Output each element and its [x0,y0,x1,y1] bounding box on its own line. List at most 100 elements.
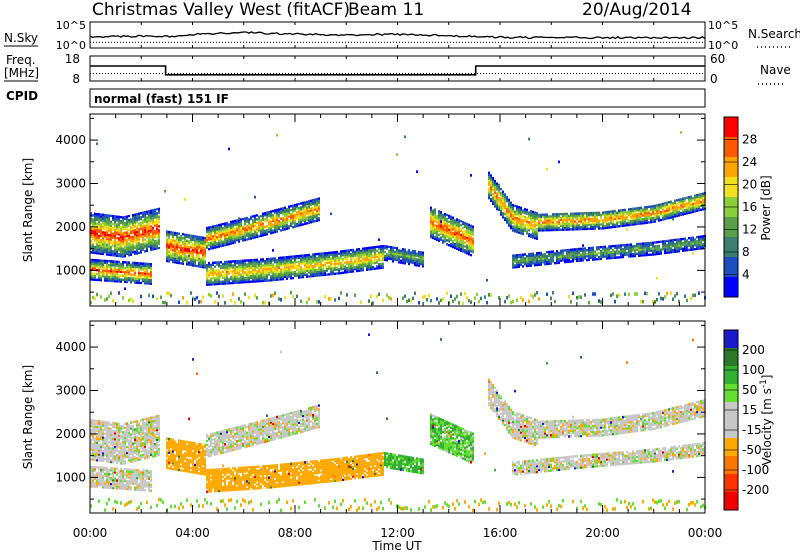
power-cell [646,247,648,251]
power-cell [468,235,470,238]
power-cell [638,208,640,212]
power-cell [230,230,232,233]
power-cell [408,249,410,252]
power-cell [348,249,350,252]
power-cell [146,230,148,233]
power-cell [98,234,100,237]
power-cell [98,215,100,218]
power-cell [102,239,104,242]
power-cell [352,268,354,271]
power-cell [150,235,152,238]
power-cell [110,264,112,267]
power-cell [506,221,508,224]
power-cell [320,256,322,259]
power-cell [376,294,378,299]
power-cell [282,207,284,210]
power-cell [202,242,204,245]
power-cell [456,243,458,247]
power-cell [168,240,170,243]
power-cell [250,231,252,234]
power-cell [158,225,160,228]
power-cell [338,270,340,273]
power-cell [494,201,496,204]
power-cell [512,262,514,265]
power-cell [116,244,118,248]
power-cell [498,196,500,200]
power-cell [276,262,278,266]
power-cell [364,253,366,256]
power-cell [118,245,120,248]
power-cell [206,264,208,267]
power-cell [290,220,292,223]
power-cell [468,223,470,227]
power-cell [672,217,674,221]
power-cell [554,252,556,255]
power-cell [242,271,244,274]
power-cell [680,205,682,209]
power-cell [132,235,134,238]
power-cell [150,268,152,272]
power-cell [106,261,108,265]
power-cell [114,225,116,228]
power-cell [300,221,302,225]
power-cell [580,227,582,231]
power-cell [564,249,566,252]
power-cell [254,262,256,266]
power-cell [296,260,298,264]
power-cell [186,263,188,266]
power-cell [150,263,152,266]
power-cell [202,295,204,299]
power-cell [246,216,248,220]
power-cell [438,227,440,231]
power-cell [448,236,450,239]
power-cell [210,229,212,233]
power-cell [224,276,226,279]
power-cell [138,214,140,217]
power-cell [622,244,624,247]
power-cell [132,265,134,268]
power-cell [274,267,276,270]
power-cell [370,252,372,255]
power-cell [532,216,534,219]
power-cell [98,213,100,216]
power-cell [178,236,180,239]
power-cell [94,224,96,227]
power-cell [632,217,634,220]
power-cell [304,214,306,218]
power-cell [100,238,102,242]
power-cell [252,272,254,275]
power-cell [304,218,306,222]
power-cell [146,220,148,223]
power-cell [234,241,236,244]
power-cell [638,244,640,248]
power-cell [662,216,664,219]
power-cell [246,271,248,274]
power-cell [620,256,622,259]
power-cell [438,237,440,240]
power-cell [238,261,240,265]
power-cell [138,271,140,275]
power-cell [364,257,366,260]
power-cell [628,212,630,215]
power-cell [108,265,110,269]
power-cell [668,205,670,208]
power-cell [328,297,330,301]
power-cell [150,274,152,278]
power-cell [152,230,154,233]
power-cell [218,233,220,237]
power-cell [460,249,462,252]
power-cell [634,213,636,216]
power-cell [210,247,212,250]
power-cell [530,225,532,229]
power-cell [644,221,646,225]
power-cell [262,230,264,233]
power-cell [140,274,142,277]
power-cell [500,195,502,199]
power-cell [274,268,276,272]
power-cell [566,256,568,260]
power-cell [518,231,520,234]
power-cell [118,260,120,264]
power-cell [126,273,128,276]
power-cell [632,247,634,250]
power-cell [552,291,554,295]
